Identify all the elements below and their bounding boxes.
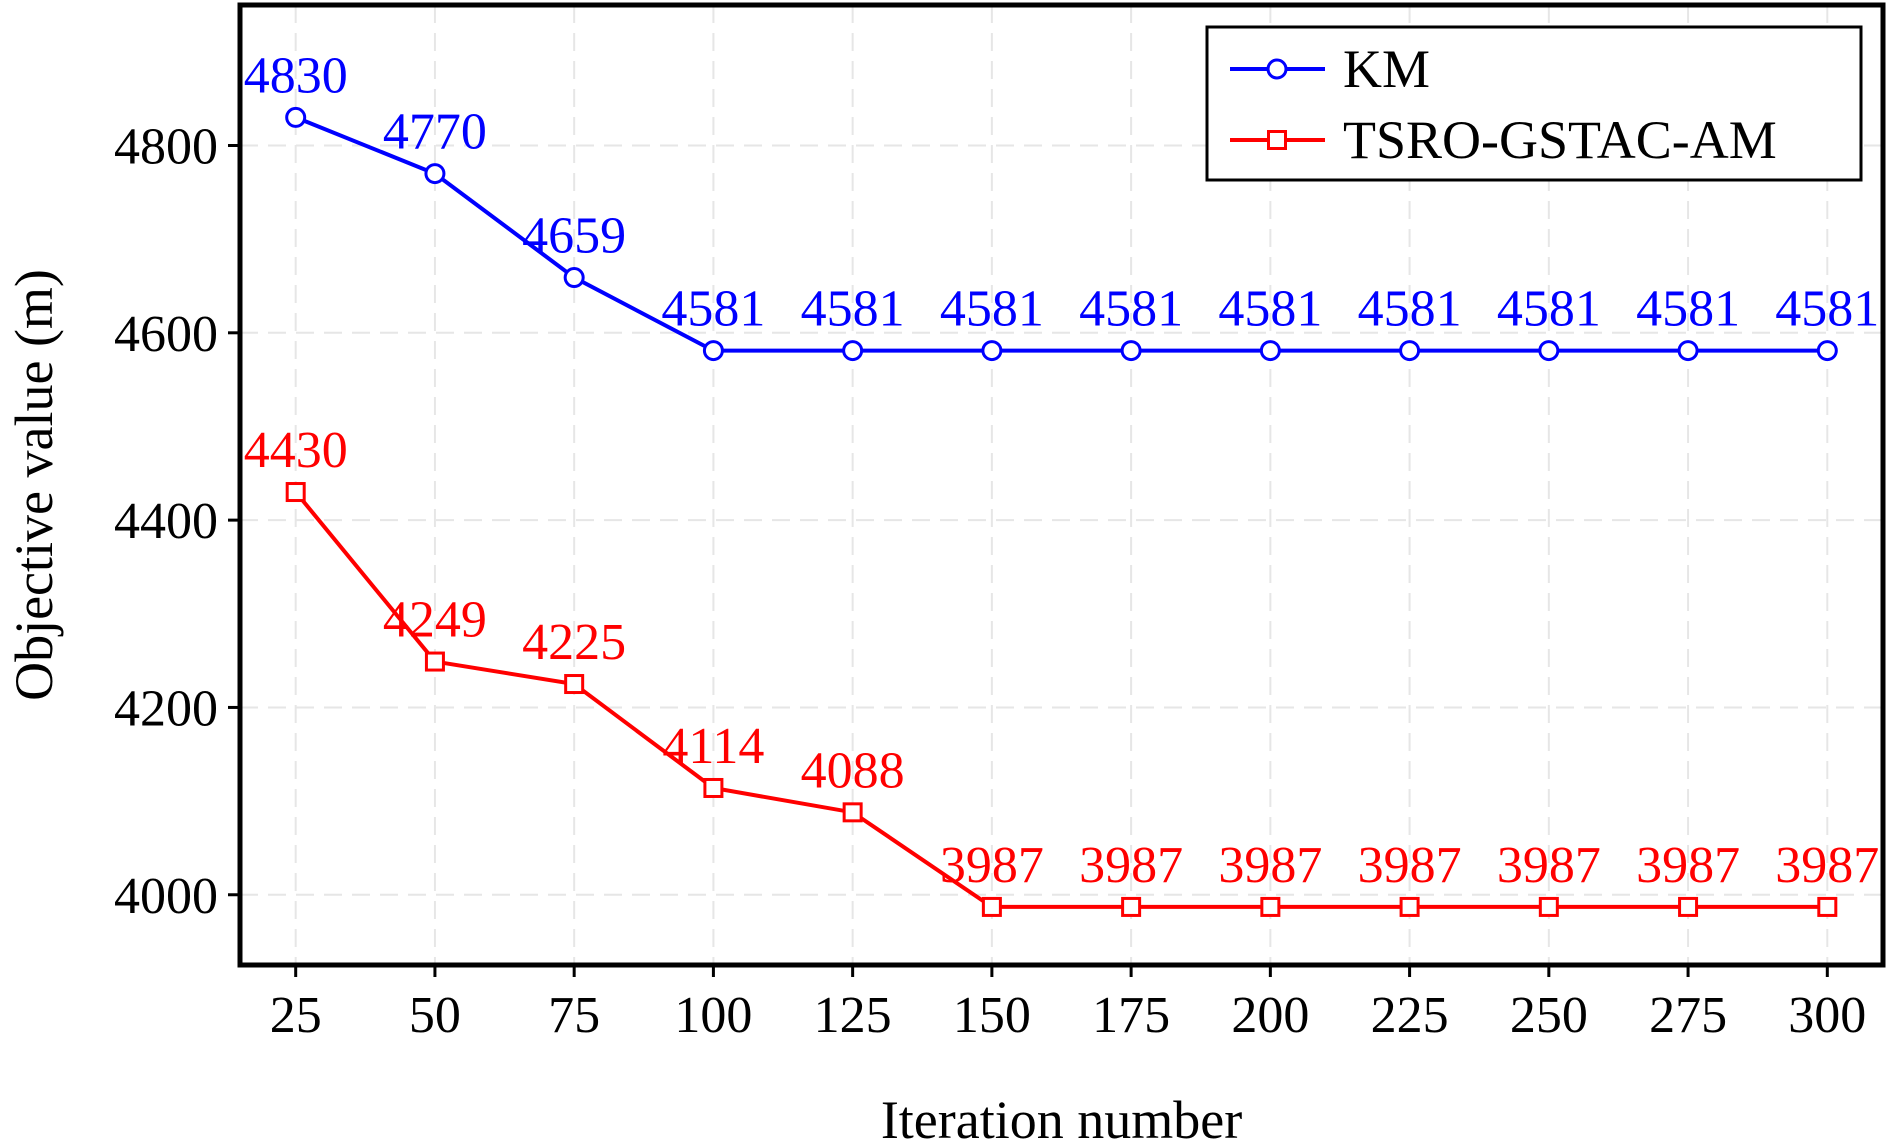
data-label: 3987 bbox=[1636, 837, 1740, 894]
data-point-square bbox=[1399, 896, 1420, 917]
y-tick-label: 4600 bbox=[114, 306, 218, 363]
data-label: 4581 bbox=[940, 281, 1044, 338]
data-point-circle bbox=[1259, 340, 1281, 362]
data-point-square bbox=[1267, 130, 1287, 150]
y-tick-label: 4000 bbox=[114, 868, 218, 925]
x-axis-title: Iteration number bbox=[881, 1090, 1242, 1147]
data-label-layer: 4830 4770 4659 4581 4581 4581 4581 4581 4581 4581… bbox=[244, 47, 1880, 894]
data-point-square bbox=[1817, 896, 1838, 917]
legend-label: KM bbox=[1343, 39, 1430, 99]
data-label: 3987 bbox=[1218, 837, 1322, 894]
grid bbox=[240, 5, 1883, 965]
data-point-square bbox=[564, 674, 585, 695]
x-tick-label: 75 bbox=[548, 987, 600, 1044]
x-tick-label: 250 bbox=[1510, 987, 1588, 1044]
data-label: 4581 bbox=[1775, 281, 1879, 338]
data-point-circle bbox=[1538, 340, 1560, 362]
data-label: 4430 bbox=[244, 422, 348, 479]
data-label: 4659 bbox=[522, 208, 626, 265]
x-tick-label: 25 bbox=[270, 987, 322, 1044]
data-label: 4581 bbox=[1358, 281, 1462, 338]
data-point-square bbox=[1260, 896, 1281, 917]
series-1 bbox=[285, 482, 1838, 917]
data-point-circle bbox=[842, 340, 864, 362]
data-label: 3987 bbox=[940, 837, 1044, 894]
plot-area-frame bbox=[237, 2, 1886, 968]
data-point-circle bbox=[424, 163, 446, 185]
x-tick-label: 175 bbox=[1092, 987, 1170, 1044]
x-tick-label: 300 bbox=[1788, 987, 1866, 1044]
y-tick-label: 4400 bbox=[114, 493, 218, 550]
data-label: 4581 bbox=[1079, 281, 1183, 338]
data-point-square bbox=[1678, 896, 1699, 917]
x-tick-label: 50 bbox=[409, 987, 461, 1044]
y-tick-label: 4200 bbox=[114, 680, 218, 737]
data-point-circle bbox=[1266, 58, 1288, 80]
data-label: 4581 bbox=[1636, 281, 1740, 338]
data-label: 4249 bbox=[383, 592, 487, 649]
data-label: 4225 bbox=[522, 614, 626, 671]
x-tick-label: 125 bbox=[814, 987, 892, 1044]
data-point-circle bbox=[702, 340, 724, 362]
data-point-circle bbox=[285, 106, 307, 128]
series-line bbox=[294, 115, 1828, 353]
data-point-circle bbox=[1816, 340, 1838, 362]
data-point-circle bbox=[1120, 340, 1142, 362]
legend-box bbox=[1205, 25, 1863, 182]
data-point-square bbox=[1121, 896, 1142, 917]
data-point-square bbox=[1538, 896, 1559, 917]
data-label: 4581 bbox=[1497, 281, 1601, 338]
x-tick-label: 200 bbox=[1231, 987, 1309, 1044]
data-label: 4088 bbox=[801, 742, 905, 799]
y-axis-title: Objective value (m) bbox=[4, 269, 64, 701]
x-tick-label: 100 bbox=[674, 987, 752, 1044]
data-point-square bbox=[842, 802, 863, 823]
x-tick-label: 150 bbox=[953, 987, 1031, 1044]
data-point-square bbox=[703, 777, 724, 798]
data-label: 4581 bbox=[801, 281, 905, 338]
data-label: 3987 bbox=[1775, 837, 1879, 894]
data-label: 4581 bbox=[661, 281, 765, 338]
y-tick-label: 4800 bbox=[114, 118, 218, 175]
legend-label: TSRO-GSTAC-AM bbox=[1343, 110, 1777, 170]
data-label: 4581 bbox=[1218, 281, 1322, 338]
data-label: 3987 bbox=[1358, 837, 1462, 894]
series-line bbox=[294, 490, 1828, 909]
legend: KM TSRO-GSTAC-AM bbox=[1205, 25, 1863, 182]
x-axis-ticks: 25 50 75 100 125 150 175 200 225 250 275 300 bbox=[270, 965, 1866, 1044]
series-layer bbox=[285, 106, 1838, 917]
data-label: 4114 bbox=[662, 718, 764, 775]
series-0 bbox=[285, 106, 1838, 362]
data-label: 4830 bbox=[244, 47, 348, 104]
data-label: 4770 bbox=[383, 104, 487, 161]
data-point-circle bbox=[1399, 340, 1421, 362]
data-point-circle bbox=[1677, 340, 1699, 362]
x-tick-label: 225 bbox=[1371, 987, 1449, 1044]
x-tick-label: 275 bbox=[1649, 987, 1727, 1044]
data-point-square bbox=[981, 896, 1002, 917]
y-axis-ticks: 4000 4200 4400 4600 4800 bbox=[114, 118, 240, 925]
data-point-square bbox=[285, 482, 306, 503]
data-point-circle bbox=[563, 267, 585, 289]
data-point-square bbox=[424, 651, 445, 672]
data-point-circle bbox=[981, 340, 1003, 362]
data-label: 3987 bbox=[1079, 837, 1183, 894]
data-label: 3987 bbox=[1497, 837, 1601, 894]
